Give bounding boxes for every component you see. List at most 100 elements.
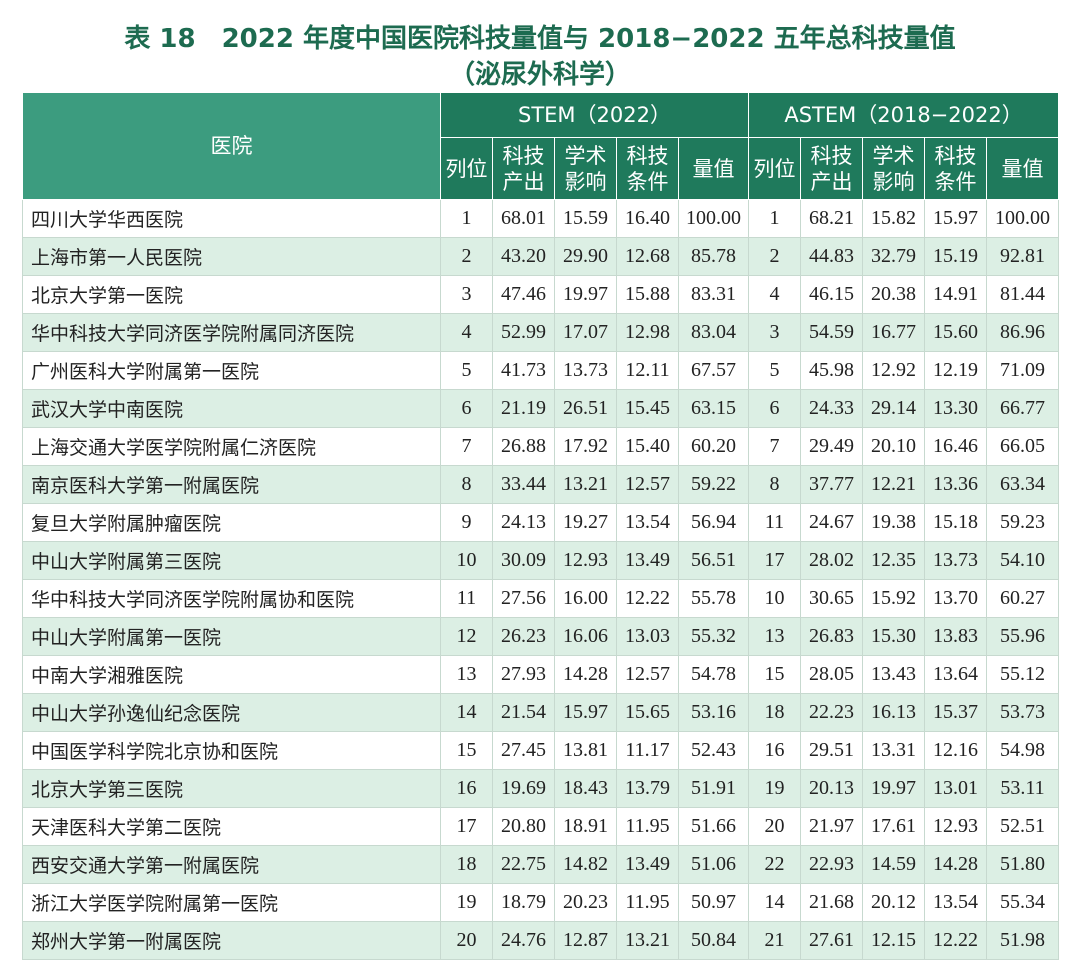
table-cell: 43.20 (492, 237, 555, 276)
table-cell: 26.88 (492, 427, 555, 466)
table-cell: 16.46 (924, 427, 988, 466)
table-cell: 44.83 (800, 237, 864, 276)
table-cell: 15.30 (862, 617, 926, 656)
table-cell: 18.91 (554, 807, 617, 846)
table-cell: 51.91 (677, 769, 750, 808)
table-cell: 12.22 (616, 579, 679, 618)
table-cell: 15.37 (924, 693, 988, 732)
header-row: 列位 科技 产出 学术 影响 科技 条件 量值 列位 科技 产出 学术 影响 科技 条件 量值 (23, 137, 1060, 200)
table-cell: 17.92 (554, 427, 617, 466)
table-cell: 28.05 (800, 655, 864, 694)
table-cell: 20.38 (862, 275, 926, 314)
table-cell: 16 (440, 769, 493, 808)
table-cell: 51.98 (986, 921, 1060, 960)
table-cell: 60.20 (677, 427, 750, 466)
table-row: 华中科技大学同济医学院附属同济医院 4 52.99 17.07 12.98 83.04 3 5… (22, 313, 1060, 352)
table-cell: 59.22 (677, 465, 750, 504)
table-cell: 14.28 (554, 655, 617, 694)
table-cell: 21 (748, 921, 802, 960)
table-cell: 67.57 (677, 351, 750, 390)
table-cell: 30.65 (800, 579, 864, 618)
table-cell: 41.73 (492, 351, 555, 390)
table-cell: 28.02 (800, 541, 864, 580)
table-cell: 26.51 (554, 389, 617, 428)
table-cell: 21.68 (800, 883, 864, 922)
table-cell: 60.27 (986, 579, 1060, 618)
hospital-name: 北京大学第一医院 (22, 275, 441, 314)
hospital-name: 上海市第一人民医院 (22, 237, 441, 276)
table-cell: 15.82 (862, 199, 926, 238)
table-cell: 68.21 (800, 199, 864, 238)
column-header: 科技 产出 (492, 137, 555, 200)
table-cell: 19.97 (554, 275, 617, 314)
hospital-name: 复旦大学附属肿瘤医院 (22, 503, 441, 542)
table-cell: 11.95 (616, 807, 679, 846)
table-cell: 13.54 (616, 503, 679, 542)
table-cell: 6 (440, 389, 493, 428)
table-cell: 11 (748, 503, 802, 542)
table-cell: 19 (748, 769, 802, 808)
table-cell: 50.84 (677, 921, 750, 960)
header-cell: 医院 (22, 92, 441, 200)
table-cell: 12.92 (862, 351, 926, 390)
column-header: 学术 影响 (554, 137, 617, 200)
table-cell: 15.97 (924, 199, 988, 238)
table-cell: 12.15 (862, 921, 926, 960)
table-cell: 15.45 (616, 389, 679, 428)
table-cell: 13.73 (554, 351, 617, 390)
table-row: 天津医科大学第二医院 17 20.80 18.91 11.95 51.66 20 21.97 1… (22, 807, 1060, 846)
column-header: 列位 (440, 137, 493, 200)
table-cell: 27.61 (800, 921, 864, 960)
table-cell: 12.57 (616, 655, 679, 694)
table-cell: 12.22 (924, 921, 988, 960)
table-cell: 10 (748, 579, 802, 618)
table-cell: 30.09 (492, 541, 555, 580)
table-cell: 20.80 (492, 807, 555, 846)
hospital-name: 四川大学华西医院 (22, 199, 441, 238)
hospital-name: 南京医科大学第一附属医院 (22, 465, 441, 504)
table-cell: 13.31 (862, 731, 926, 770)
table-cell: 19.69 (492, 769, 555, 808)
table-cell: 5 (748, 351, 802, 390)
table-cell: 18.43 (554, 769, 617, 808)
hospital-name: 华中科技大学同济医学院附属同济医院 (22, 313, 441, 352)
table-cell: 15.88 (616, 275, 679, 314)
table-cell: 11.95 (616, 883, 679, 922)
column-header-line: 影响 (872, 169, 915, 194)
table-cell: 45.98 (800, 351, 864, 390)
table-cell: 22.93 (800, 845, 864, 884)
table-cell: 66.77 (986, 389, 1060, 428)
table-cell: 21.19 (492, 389, 555, 428)
table-cell: 55.32 (677, 617, 750, 656)
table-cell: 15.92 (862, 579, 926, 618)
table-cell: 13.64 (924, 655, 988, 694)
table-cell: 27.45 (492, 731, 555, 770)
table-cell: 27.93 (492, 655, 555, 694)
table-cell: 13.03 (616, 617, 679, 656)
group-header: ASTEM（2018−2022） (748, 92, 1060, 138)
table-cell: 14 (748, 883, 802, 922)
table-cell: 19 (440, 883, 493, 922)
table-cell: 14.28 (924, 845, 988, 884)
table-cell: 5 (440, 351, 493, 390)
hospital-name: 郑州大学第一附属医院 (22, 921, 441, 960)
table-cell: 1 (748, 199, 802, 238)
table-cell: 51.06 (677, 845, 750, 884)
table-cell: 13.01 (924, 769, 988, 808)
table-cell: 14 (440, 693, 493, 732)
column-header-line: 产出 (502, 169, 545, 194)
table-cell: 13.21 (616, 921, 679, 960)
table-cell: 18 (440, 845, 493, 884)
column-header-line: 产出 (810, 169, 853, 194)
table-cell: 55.34 (986, 883, 1060, 922)
column-header: 量值 (677, 137, 750, 200)
column-header: 科技 产出 (800, 137, 864, 200)
table-cell: 13.30 (924, 389, 988, 428)
table-row: 西安交通大学第一附属医院 18 22.75 14.82 13.49 51.06 22 22.9… (22, 845, 1060, 884)
column-header-line: 学术 (564, 143, 607, 168)
table-cell: 15.65 (616, 693, 679, 732)
table-cell: 16.13 (862, 693, 926, 732)
table-cell: 21.97 (800, 807, 864, 846)
table-row: 华中科技大学同济医学院附属协和医院 11 27.56 16.00 12.22 55.78 1… (22, 579, 1060, 618)
table-cell: 13.83 (924, 617, 988, 656)
